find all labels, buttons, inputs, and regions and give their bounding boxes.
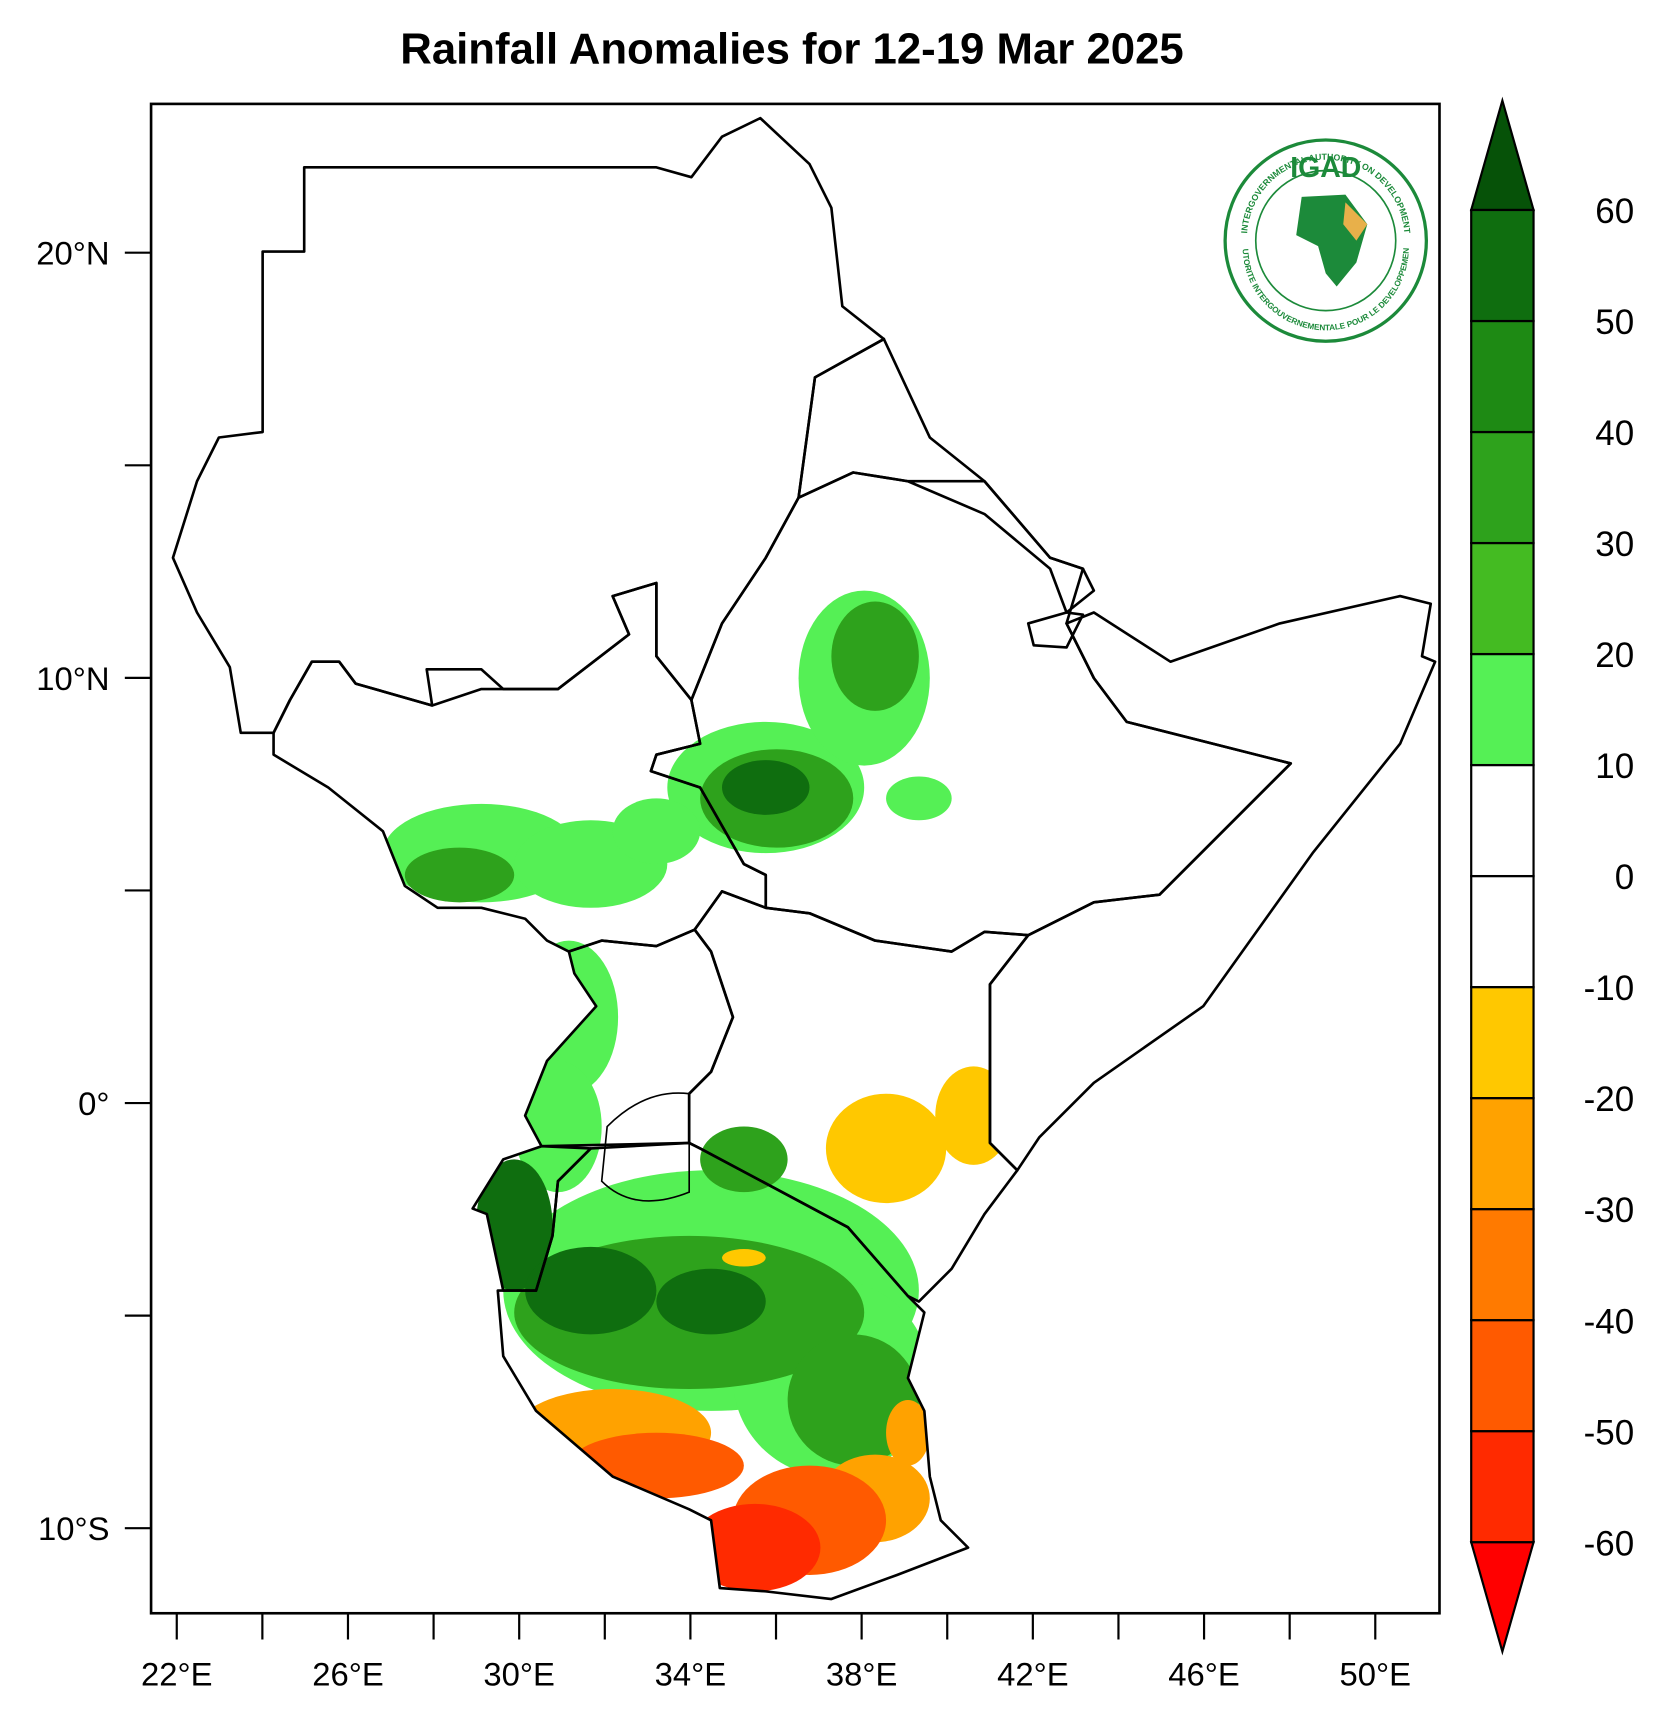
colorbar-label: 10 (1595, 747, 1634, 786)
colorbar-label: 20 (1595, 636, 1634, 675)
colorbar-label: 50 (1595, 303, 1634, 342)
map-frame (149, 102, 1441, 1615)
colorbar-label: -30 (1584, 1191, 1635, 1230)
colorbar-label: -20 (1584, 1080, 1635, 1119)
colorbar-segment (1470, 763, 1535, 878)
y-tick-label: 20°N (36, 235, 109, 272)
x-tick-label: 42°E (997, 1655, 1068, 1692)
x-tick-label: 34°E (655, 1655, 726, 1692)
colorbar-segment (1470, 541, 1535, 656)
x-tick-label: 26°E (312, 1655, 383, 1692)
colorbar-label: 30 (1595, 525, 1634, 564)
y-tick-label: 10°N (36, 660, 109, 697)
colorbar-label: -50 (1584, 1413, 1635, 1452)
colorbar-label: 0 (1615, 858, 1634, 897)
colorbar-segment (1470, 430, 1535, 545)
x-tick-label: 46°E (1168, 1655, 1239, 1692)
colorbar-low-triangle (1469, 1541, 1535, 1656)
map-title: Rainfall Anomalies for 12-19 Mar 2025 (400, 24, 1183, 73)
colorbar-segment (1470, 874, 1535, 989)
colorbar-label: -10 (1584, 969, 1635, 1008)
colorbar-label: 40 (1595, 414, 1634, 453)
colorbar-segment (1470, 652, 1535, 767)
colorbar-label: 60 (1595, 192, 1634, 231)
colorbar-segment (1470, 985, 1535, 1100)
colorbar-segment (1470, 1208, 1535, 1322)
colorbar-segment (1470, 1319, 1535, 1433)
x-tick-label: 30°E (483, 1655, 554, 1692)
logo-name: IGAD (1290, 152, 1361, 184)
colorbar-segment (1470, 1097, 1535, 1211)
colorbar-segment (1470, 1430, 1535, 1544)
colorbar-high-triangle (1469, 96, 1535, 212)
country-borders (171, 116, 1437, 1601)
colorbar-label: -40 (1584, 1302, 1635, 1341)
x-tick-label: 50°E (1340, 1655, 1411, 1692)
colorbar-label: -60 (1584, 1524, 1635, 1563)
x-tick-label: 38°E (826, 1655, 897, 1692)
x-tick-label: 22°E (141, 1655, 212, 1692)
y-tick-label: 0° (78, 1085, 109, 1122)
y-tick-label: 10°S (38, 1510, 109, 1547)
colorbar-segment (1470, 319, 1535, 434)
colorbar-segment (1470, 208, 1535, 323)
